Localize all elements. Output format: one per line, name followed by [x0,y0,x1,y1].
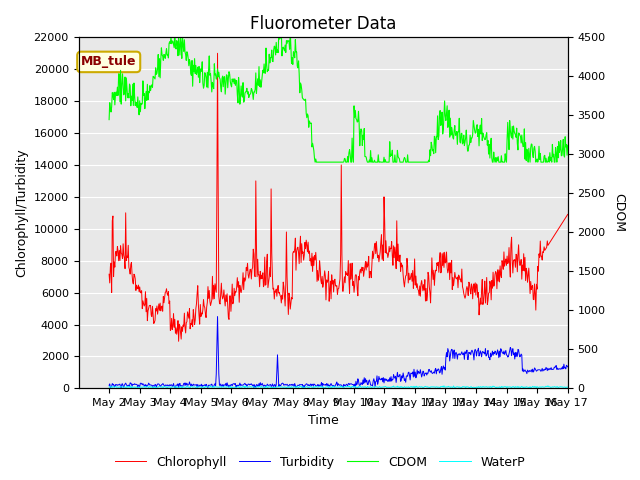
WaterP [394,384,402,390]
WaterP [208,384,216,390]
Chlorophyll [564,212,572,217]
Line: Turbidity: Turbidity [109,316,568,387]
Chlorophyll [395,258,403,264]
Line: Chlorophyll: Chlorophyll [109,53,568,341]
Turbidity [208,381,216,387]
Turbidity [105,383,113,388]
Chlorophyll [175,338,182,344]
WaterP [232,384,240,390]
Turbidity [408,371,416,377]
Text: MB_tule: MB_tule [81,55,136,69]
Chlorophyll [105,271,113,277]
WaterP [105,384,113,390]
WaterP [544,383,552,389]
Y-axis label: CDOM: CDOM [612,193,625,232]
CDOM [232,78,240,84]
Y-axis label: Chlorophyll/Turbidity: Chlorophyll/Turbidity [15,148,28,277]
Turbidity [114,382,122,388]
Turbidity [106,384,114,390]
CDOM [395,155,403,161]
CDOM [113,84,121,90]
CDOM [161,52,168,58]
CDOM [564,143,572,148]
CDOM [208,89,216,95]
Chlorophyll [408,278,416,284]
Turbidity [161,383,169,388]
CDOM [408,159,416,165]
Turbidity [395,374,403,380]
WaterP [113,384,121,390]
Chlorophyll [113,244,121,250]
WaterP [408,384,415,389]
X-axis label: Time: Time [308,414,339,427]
WaterP [161,384,168,389]
CDOM [105,117,113,122]
Chlorophyll [161,295,168,300]
Line: CDOM: CDOM [109,30,568,162]
Line: WaterP: WaterP [109,386,568,388]
WaterP [163,385,171,391]
Turbidity [214,313,221,319]
Legend: Chlorophyll, Turbidity, CDOM, WaterP: Chlorophyll, Turbidity, CDOM, WaterP [109,451,531,474]
CDOM [311,159,319,165]
Chlorophyll [208,297,216,303]
Turbidity [564,364,572,370]
Turbidity [233,383,241,388]
WaterP [564,384,572,390]
Title: Fluorometer Data: Fluorometer Data [250,15,396,33]
Chlorophyll [214,50,221,56]
CDOM [171,27,179,33]
Chlorophyll [233,284,241,290]
